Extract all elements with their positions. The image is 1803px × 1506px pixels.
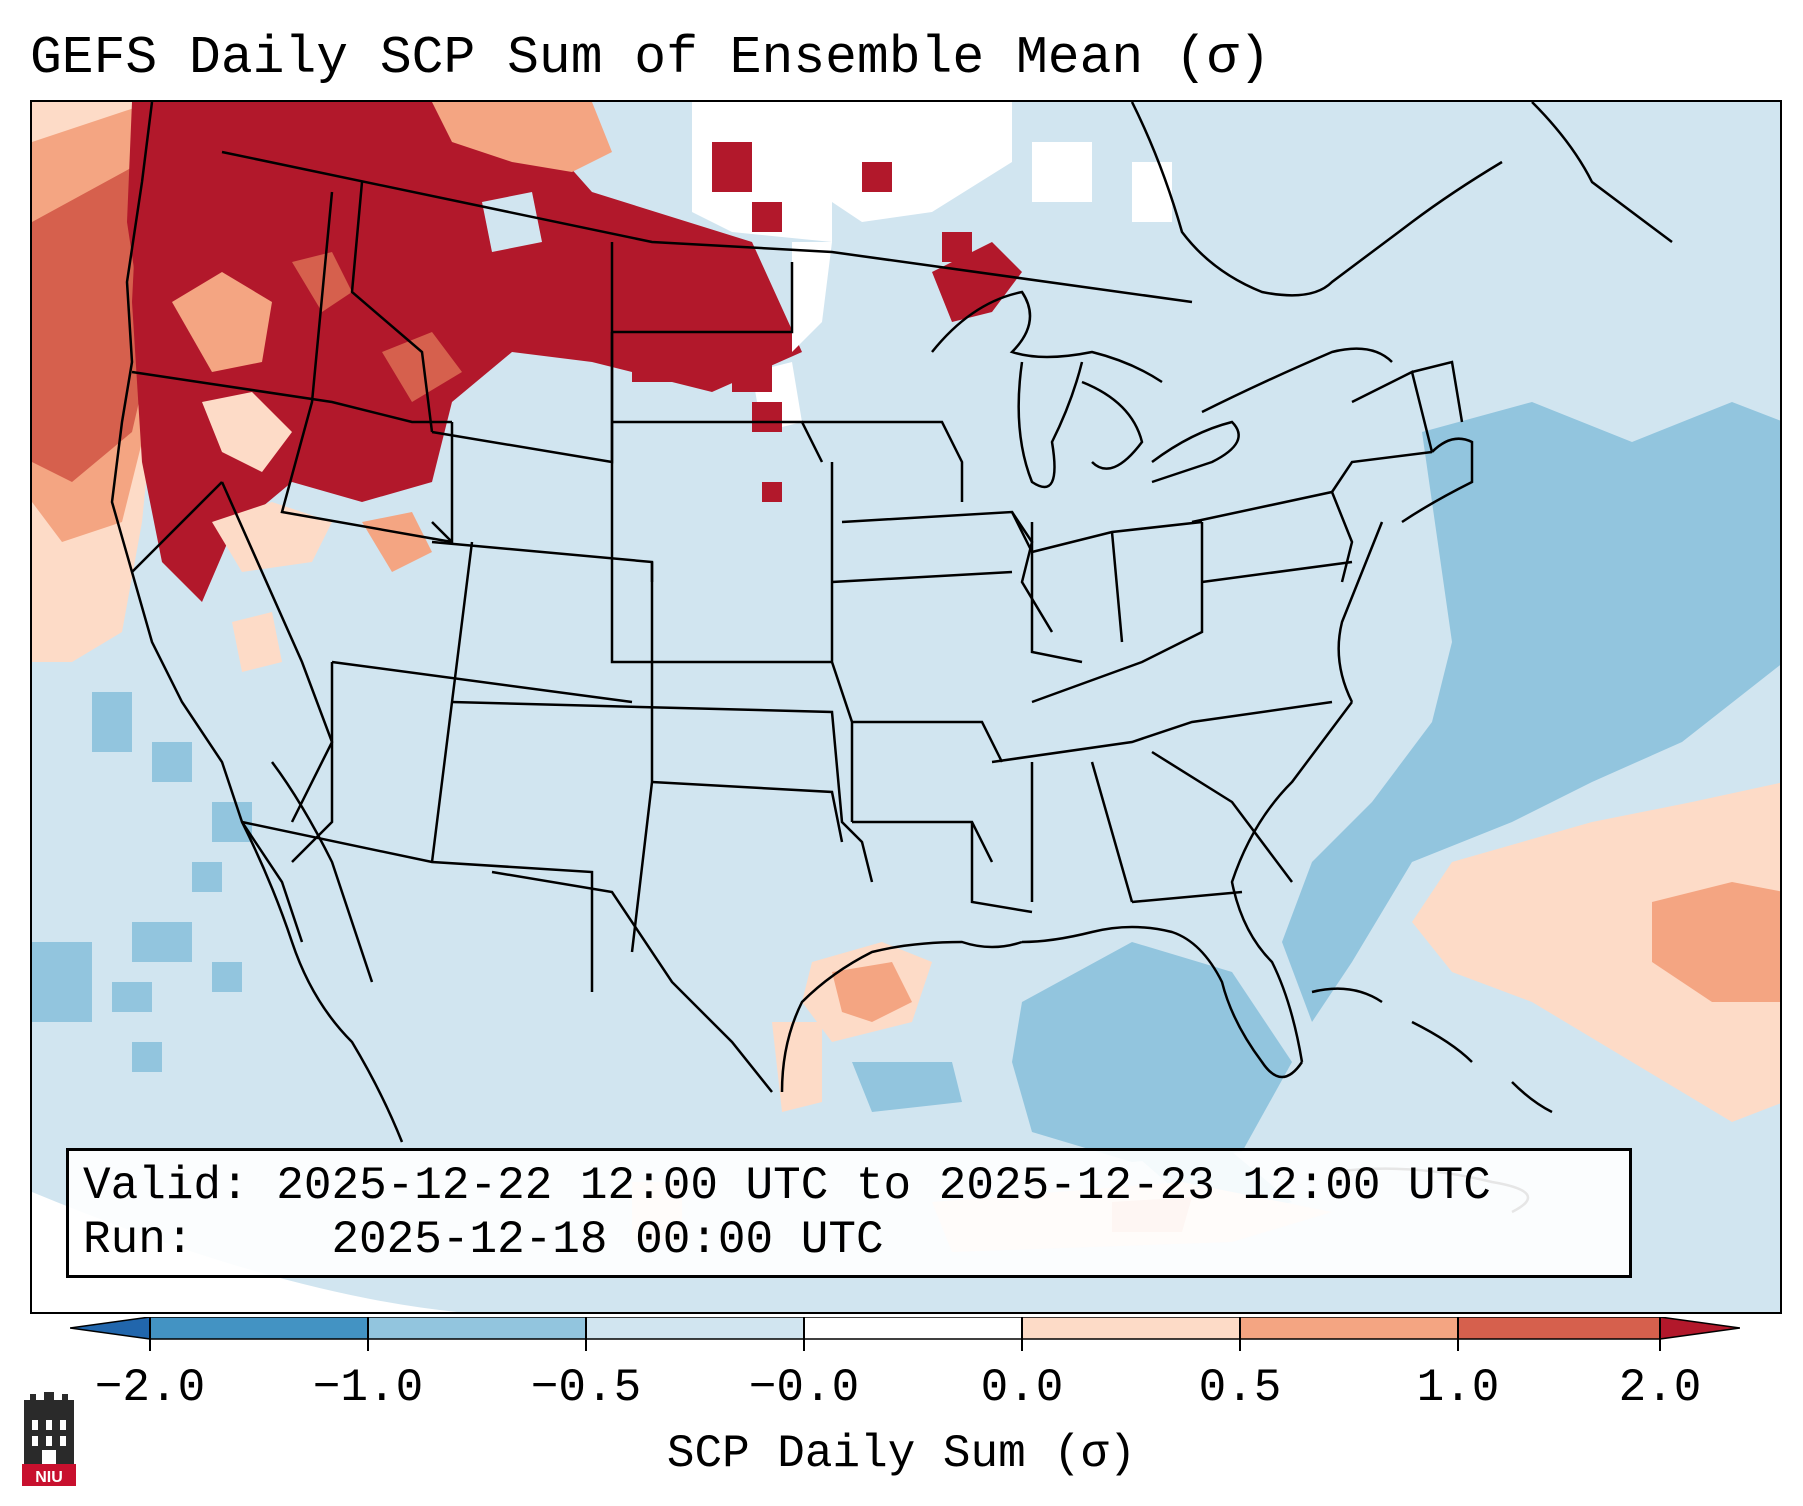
colorbar-tick-label: 0.0 (980, 1362, 1064, 1414)
colorbar (70, 1317, 1740, 1351)
map-canvas (32, 102, 1780, 1312)
niu-logo: NIU (22, 1392, 76, 1486)
positive-anomaly-dakotas (632, 142, 1022, 502)
niu-logo-text: NIU (35, 1469, 63, 1486)
run-value: 2025-12-18 00:00 UTC (331, 1214, 884, 1266)
colorbar-tick-label: 0.5 (1198, 1362, 1282, 1414)
valid-run-info-box: Valid: 2025-12-22 12:00 UTC to 2025-12-2… (66, 1148, 1632, 1278)
state-borders (110, 102, 1464, 1093)
map-outside-region (32, 1192, 458, 1312)
colorbar-tick-label: 2.0 (1618, 1362, 1702, 1414)
colorbar-segment-7 (1458, 1317, 1660, 1339)
colorbar-segment-1 (150, 1317, 368, 1339)
colorbar-segment-3 (586, 1317, 804, 1339)
colorbar-under-arrow (70, 1317, 151, 1340)
colorbar-segment-4 (804, 1317, 1022, 1339)
valid-label: Valid: (83, 1160, 249, 1212)
colorbar-label: SCP Daily Sum (σ) (666, 1428, 1137, 1480)
colorbar-segment-2 (368, 1317, 586, 1339)
colorbar-tick-label: −2.0 (94, 1362, 206, 1414)
colorbar-tick-label: −0.0 (748, 1362, 860, 1414)
colorbar-over-arrow (1659, 1317, 1740, 1340)
negative-anomaly-pacific (32, 692, 252, 1072)
colorbar-ticks (149, 1317, 1661, 1351)
positive-anomaly-northwest (132, 102, 802, 672)
colorbar-tick-label: −1.0 (312, 1362, 424, 1414)
run-label: Run: (83, 1214, 194, 1266)
colorbar-tick-label: 1.0 (1416, 1362, 1500, 1414)
map-title: GEFS Daily SCP Sum of Ensemble Mean (σ) (30, 28, 1271, 88)
positive-anomaly-texas-coast (772, 942, 932, 1112)
colorbar-segment-5 (1022, 1317, 1240, 1339)
valid-value: 2025-12-22 12:00 UTC to 2025-12-23 12:00… (276, 1160, 1491, 1212)
colorbar-tick-label: −0.5 (530, 1362, 642, 1414)
colorbar-segment-6 (1240, 1317, 1458, 1339)
map-panel (30, 100, 1782, 1314)
negative-anomaly-atlantic (1282, 402, 1780, 1022)
